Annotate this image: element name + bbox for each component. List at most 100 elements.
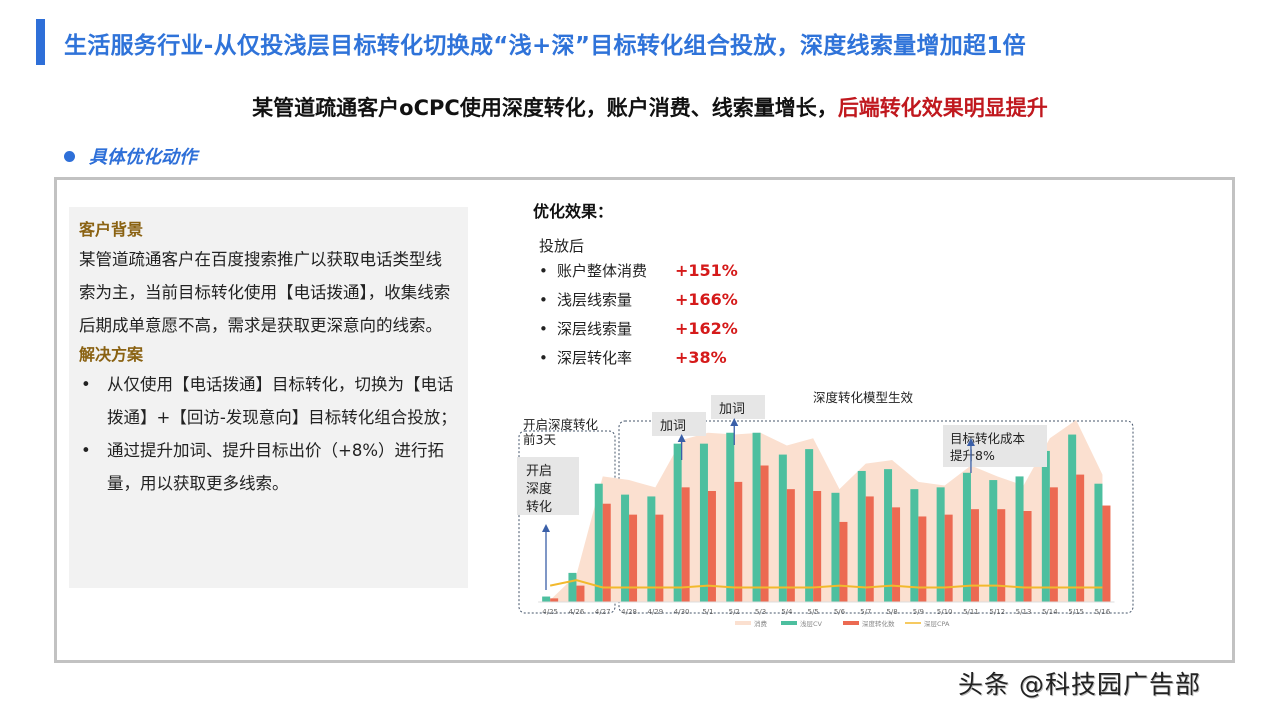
x-tick-label: 5/14 (1042, 608, 1058, 616)
page-title: 生活服务行业-从仅投浅层目标转化切换成“浅+深”目标转化组合投放，深度线索量增加… (64, 33, 1026, 59)
subtitle-red: 后端转化效果明显提升 (837, 96, 1048, 120)
bar-shallow-cv (1068, 434, 1077, 602)
x-tick-label: 4/28 (621, 608, 637, 616)
x-tick-label: 4/25 (542, 608, 558, 616)
x-tick-label: 5/5 (808, 608, 819, 616)
bar-deep-conv (1076, 474, 1085, 602)
bar-deep-conv (760, 465, 769, 602)
annotation-box (711, 395, 765, 419)
customer-background-text: 某管道疏通客户在百度搜索推广以获取电话类型线索为主，当前目标转化使用【电话拨通】… (79, 250, 451, 335)
x-tick-label: 5/3 (755, 608, 766, 616)
bar-shallow-cv (778, 454, 787, 602)
title-accent-bar (36, 19, 45, 65)
bar-shallow-cv (699, 443, 708, 602)
solution-item: 从仅使用【电话拨通】目标转化，切换为【电话拨通】+【回访-发现意向】目标转化组合… (79, 368, 458, 434)
effect-summary: 优化效果： 投放后 • 账户整体消费 +151% • 浅层线索量 +166% • 深层线索… (533, 198, 738, 372)
solution-item: 通过提升加词、提升目标出价（+8%）进行拓量，用以获取更多线索。 (79, 434, 458, 500)
bar-shallow-cv (594, 483, 603, 602)
bar-shallow-cv (910, 489, 919, 602)
bar-deep-conv (1023, 511, 1032, 602)
bar-deep-conv (655, 514, 664, 602)
bar-shallow-cv (831, 492, 840, 602)
annotation-box (652, 412, 706, 436)
bar-shallow-cv (962, 472, 971, 602)
chart-title: 深度转化模型生效 (813, 390, 914, 405)
bar-deep-conv (892, 507, 901, 602)
solution-heading: 解决方案 (79, 345, 144, 364)
svg-text:提升8%: 提升8% (950, 448, 995, 463)
bar-deep-conv (944, 514, 953, 602)
x-tick-label: 5/6 (834, 608, 846, 616)
x-tick-label: 5/8 (886, 608, 897, 616)
background-box: 客户背景 某管道疏通客户在百度搜索推广以获取电话类型线索为主，当前目标转化使用【… (69, 207, 468, 588)
bar-deep-conv (786, 489, 795, 602)
watermark: 头条 @科技园广告部 (958, 670, 1201, 699)
effect-title: 优化效果： (533, 202, 614, 221)
bar-deep-conv (918, 516, 927, 602)
bar-deep-conv (839, 521, 848, 602)
svg-text:加词: 加词 (660, 419, 686, 434)
section-label: 具体优化动作 (89, 147, 197, 168)
bar-deep-conv (629, 514, 638, 602)
combo-chart: 4/25 4/26 4/27 4/28 4/29 4/30 5/1 5/2 5/3 5/4 5/5 5… (517, 390, 1134, 628)
bullet-dot-icon (64, 150, 75, 162)
svg-text:目标转化成本: 目标转化成本 (950, 431, 1026, 446)
svg-text:深度: 深度 (526, 481, 552, 497)
annotation-start-box (517, 457, 579, 515)
svg-text:前3天: 前3天 (523, 432, 556, 447)
x-tick-label: 5/16 (1095, 608, 1111, 616)
bar-shallow-cv (726, 432, 735, 602)
x-tick-label: 5/2 (729, 608, 740, 616)
x-tick-label: 5/11 (963, 608, 979, 616)
bar-shallow-cv (1041, 450, 1050, 602)
bar-shallow-cv (884, 469, 893, 602)
bar-shallow-cv (752, 432, 761, 602)
x-tick-label: 4/29 (647, 608, 663, 616)
legend-label: 深层CPA (924, 619, 950, 628)
bar-deep-conv (707, 490, 716, 602)
bar-deep-conv (865, 496, 874, 602)
x-tick-label: 5/1 (702, 608, 713, 616)
effect-subtitle: 投放后 (539, 237, 585, 255)
x-tick-label: 5/4 (781, 608, 793, 616)
annotation-before-label: 开启深度转化 (523, 417, 599, 432)
x-tick-label: 5/7 (860, 608, 871, 616)
bar-deep-conv (997, 509, 1006, 602)
legend-label: 浅层CV (800, 619, 823, 628)
x-tick-label: 4/27 (595, 608, 611, 616)
bar-deep-conv (602, 503, 611, 602)
svg-text:加词: 加词 (719, 402, 745, 417)
bar-shallow-cv (568, 572, 577, 602)
effect-row: • 深层转化率 +38% (539, 348, 727, 367)
bar-shallow-cv (673, 443, 682, 602)
annotation-cost-box (943, 425, 1047, 467)
x-tick-label: 4/30 (674, 608, 690, 616)
bar-shallow-cv (989, 480, 998, 602)
effect-row: • 账户整体消费 +151% (539, 261, 738, 280)
bar-deep-conv (1102, 505, 1111, 602)
bar-deep-conv (970, 509, 979, 602)
x-tick-label: 5/10 (937, 608, 953, 616)
bar-deep-conv (734, 481, 743, 602)
group-box-before (518, 430, 616, 614)
x-tick-label: 5/9 (913, 608, 924, 616)
bar-shallow-cv (936, 487, 945, 602)
svg-text:转化: 转化 (526, 500, 552, 515)
customer-background-heading: 客户背景 (79, 220, 144, 239)
bar-deep-conv (576, 585, 585, 602)
svg-text:开启: 开启 (526, 464, 552, 479)
bar-shallow-cv (805, 449, 814, 602)
x-tick-label: 5/12 (989, 608, 1005, 616)
legend-label: 消费 (754, 619, 768, 628)
bar-shallow-cv (857, 470, 866, 602)
bar-deep-conv (1049, 487, 1058, 602)
bar-shallow-cv (542, 596, 551, 602)
bar-deep-conv (813, 490, 822, 602)
subtitle-black: 某管道疏通客户oCPC使用深度转化，账户消费、线索量增长， (252, 96, 838, 120)
page-subtitle: 某管道疏通客户oCPC使用深度转化，账户消费、线索量增长，后端转化效果明显提升 (0, 92, 1280, 122)
x-tick-label: 5/15 (1068, 608, 1084, 616)
bar-shallow-cv (647, 496, 656, 602)
bar-shallow-cv (621, 494, 630, 602)
effect-row: • 浅层线索量 +166% (539, 290, 738, 309)
legend-label: 深度转化数 (862, 619, 895, 628)
